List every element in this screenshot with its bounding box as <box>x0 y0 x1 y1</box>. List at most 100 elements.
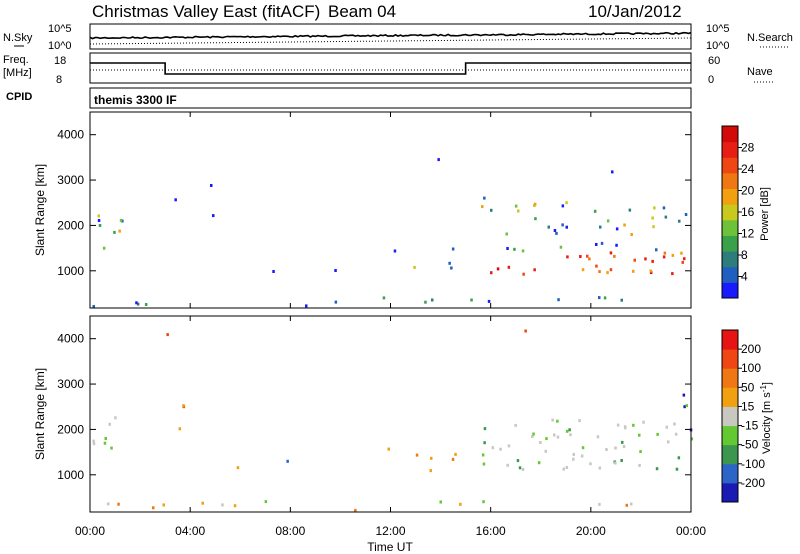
range-gate-cell <box>544 449 547 453</box>
range-gate-cell <box>667 440 670 444</box>
x-tick-label: 16:00 <box>476 524 506 538</box>
range-gate-cell <box>589 462 592 466</box>
range-gate-cell <box>595 243 598 246</box>
colorbar-swatch <box>722 126 738 143</box>
range-gate-cell <box>506 463 509 467</box>
range-gate-cell <box>481 205 484 209</box>
range-gate-cell <box>593 209 597 213</box>
range-gate-cell <box>671 272 674 276</box>
x-tick-label: 08:00 <box>275 524 305 538</box>
noise-sky-label: N.Sky <box>3 32 33 44</box>
range-gate-cell <box>212 214 215 218</box>
range-gate-cell <box>606 271 609 275</box>
range-gate-cell <box>598 502 601 506</box>
freq-panel: Freq. [MHz] 18 8 60 0 Nave <box>3 52 774 86</box>
range-gate-cell <box>114 416 117 420</box>
range-gate-cell <box>98 224 102 227</box>
range-gate-cell <box>663 251 667 255</box>
colorbar-swatch <box>722 368 738 388</box>
range-gate-cell <box>166 333 169 337</box>
date-label: 10/Jan/2012 <box>588 2 682 21</box>
range-gate-cell <box>507 265 511 269</box>
range-gate-cell <box>581 268 585 272</box>
velocity-ylabel: Slant Range [km] <box>33 368 47 460</box>
range-gate-cell <box>334 269 337 272</box>
range-gate-cell <box>630 233 633 236</box>
range-gate-cell <box>556 435 560 439</box>
range-gate-cell <box>481 453 485 457</box>
range-gate-cell <box>649 269 652 273</box>
time-axis: 00:00 04:00 08:00 12:00 16:00 20:00 00:00 <box>75 112 706 538</box>
range-gate-cell <box>490 208 493 212</box>
range-gate-cell <box>483 441 486 445</box>
range-gate-cell <box>135 301 138 305</box>
colorbar-tick-label: 20 <box>741 184 755 198</box>
range-gate-cell <box>685 404 688 408</box>
range-gate-cell <box>221 503 224 507</box>
range-gate-cell <box>561 223 564 227</box>
range-gate-cell <box>121 219 124 223</box>
power-colorbar-label: Power [dB] <box>759 187 771 241</box>
colorbar-frame <box>721 329 739 503</box>
range-gate-cell <box>113 230 116 234</box>
range-gate-cell <box>652 225 655 229</box>
y-tick-label: 3000 <box>57 377 84 391</box>
colorbar-tick-label: -200 <box>741 476 765 490</box>
range-gate-cell <box>102 246 106 250</box>
range-gate-cell <box>272 270 275 273</box>
colorbar-swatch <box>722 330 738 350</box>
range-gate-cell <box>514 204 518 208</box>
velocity-data-layer <box>92 329 694 512</box>
range-gate-cell <box>671 253 675 257</box>
range-gate-cell <box>507 444 511 448</box>
range-gate-cell <box>609 251 613 255</box>
range-gate-cell <box>630 502 633 506</box>
cpid-panel: CPID themis 3300 IF <box>6 87 692 109</box>
noise-search-series <box>90 37 691 45</box>
range-gate-cell <box>424 300 427 304</box>
y-tick-label: 1000 <box>57 468 84 482</box>
colorbar-swatch <box>722 425 738 446</box>
range-gate-cell <box>470 298 473 302</box>
range-gate-cell <box>596 435 600 439</box>
range-gate-cell <box>623 425 627 429</box>
noise-panel-frame <box>89 23 692 50</box>
velocity-colorbar: 200 100 50 15 -15 -50 -100 -200 <box>721 329 765 503</box>
range-gate-cell <box>496 267 500 271</box>
range-gate-cell <box>586 254 589 258</box>
range-gate-cell <box>625 503 628 507</box>
range-gate-cell <box>599 225 602 229</box>
colorbar-tick-label: 16 <box>741 205 755 219</box>
range-gate-cell <box>683 257 686 261</box>
range-gate-cell <box>539 441 542 444</box>
velocity-axis: 1000 2000 3000 4000 <box>57 332 691 482</box>
range-gate-cell <box>415 453 419 457</box>
range-gate-cell <box>451 457 455 461</box>
range-gate-cell <box>264 500 268 504</box>
range-gate-cell <box>556 419 559 423</box>
range-gate-cell <box>108 422 111 426</box>
range-gate-cell <box>595 264 598 268</box>
range-gate-cell <box>483 427 487 431</box>
range-gate-cell <box>651 216 654 220</box>
range-gate-cell <box>482 500 485 504</box>
colorbar-swatch <box>722 172 738 190</box>
power-panel-frame <box>89 111 692 309</box>
noise-right-tick-bottom: 10^0 <box>706 40 730 52</box>
range-gate-cell <box>623 223 626 227</box>
range-gate-cell <box>286 459 289 463</box>
range-gate-cell <box>92 442 96 446</box>
range-gate-cell <box>644 257 647 261</box>
velocity-panel: 1000 2000 3000 4000 Slant Range [km] 200 100… <box>33 315 773 513</box>
range-gate-cell <box>598 270 601 274</box>
x-tick-label: 04:00 <box>175 524 205 538</box>
colorbar-swatch <box>722 282 738 299</box>
range-gate-cell <box>521 467 525 471</box>
velocity-colorbar-label-unit: [m s <box>761 392 773 413</box>
range-gate-cell <box>600 241 604 245</box>
range-gate-cell <box>609 268 613 272</box>
range-gate-cell <box>144 303 148 306</box>
range-gate-cell <box>439 500 442 504</box>
range-gate-cell <box>665 425 668 429</box>
range-gate-cell <box>551 418 554 422</box>
